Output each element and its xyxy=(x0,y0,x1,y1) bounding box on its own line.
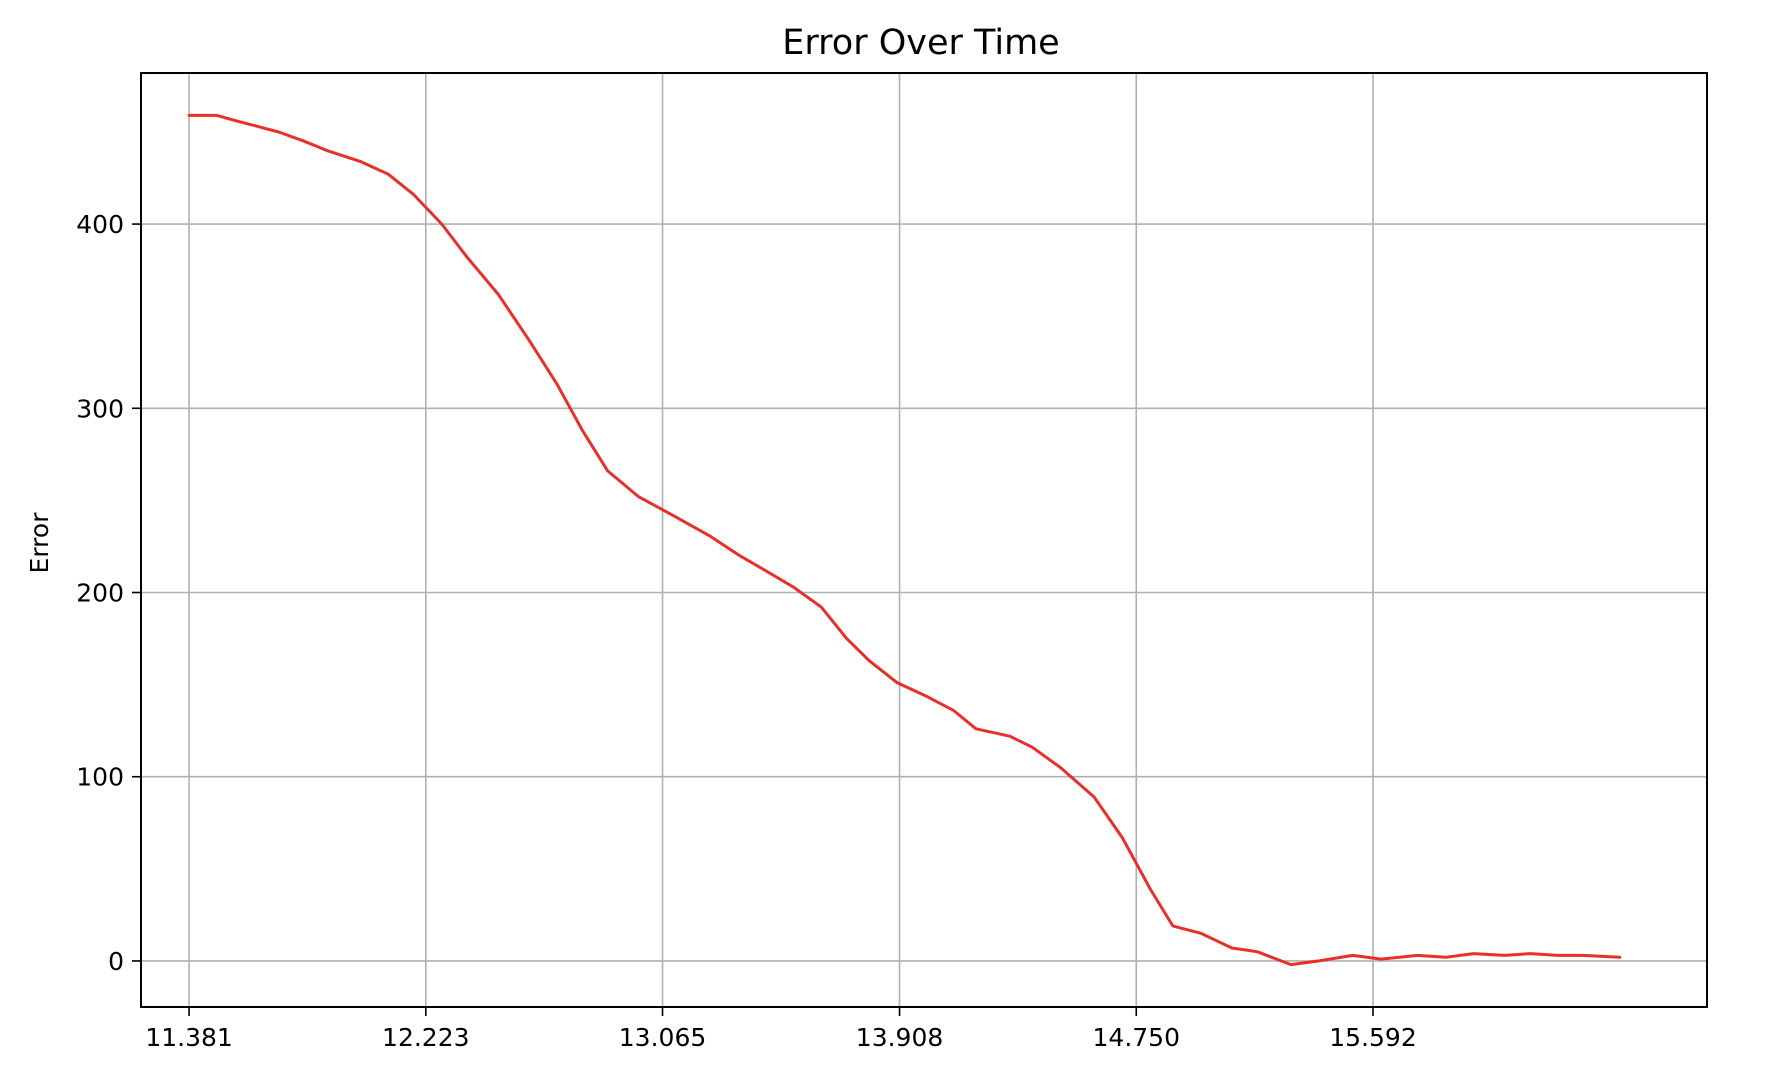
x-tick-label: 12.223 xyxy=(382,1023,469,1052)
x-tick-label: 13.908 xyxy=(856,1023,943,1052)
y-tick-label: 400 xyxy=(76,210,124,239)
x-tick-label: 15.592 xyxy=(1329,1023,1416,1052)
y-tick-label: 0 xyxy=(108,947,124,976)
y-tick-label: 200 xyxy=(76,579,124,608)
x-tick-label: 14.750 xyxy=(1093,1023,1180,1052)
y-axis-label: Error xyxy=(25,512,54,574)
y-tick-label: 100 xyxy=(76,763,124,792)
x-tick-label: 11.381 xyxy=(145,1023,232,1052)
x-tick-label: 13.065 xyxy=(619,1023,706,1052)
chart-title: Error Over Time xyxy=(782,23,1059,63)
y-tick-label: 300 xyxy=(76,394,124,423)
